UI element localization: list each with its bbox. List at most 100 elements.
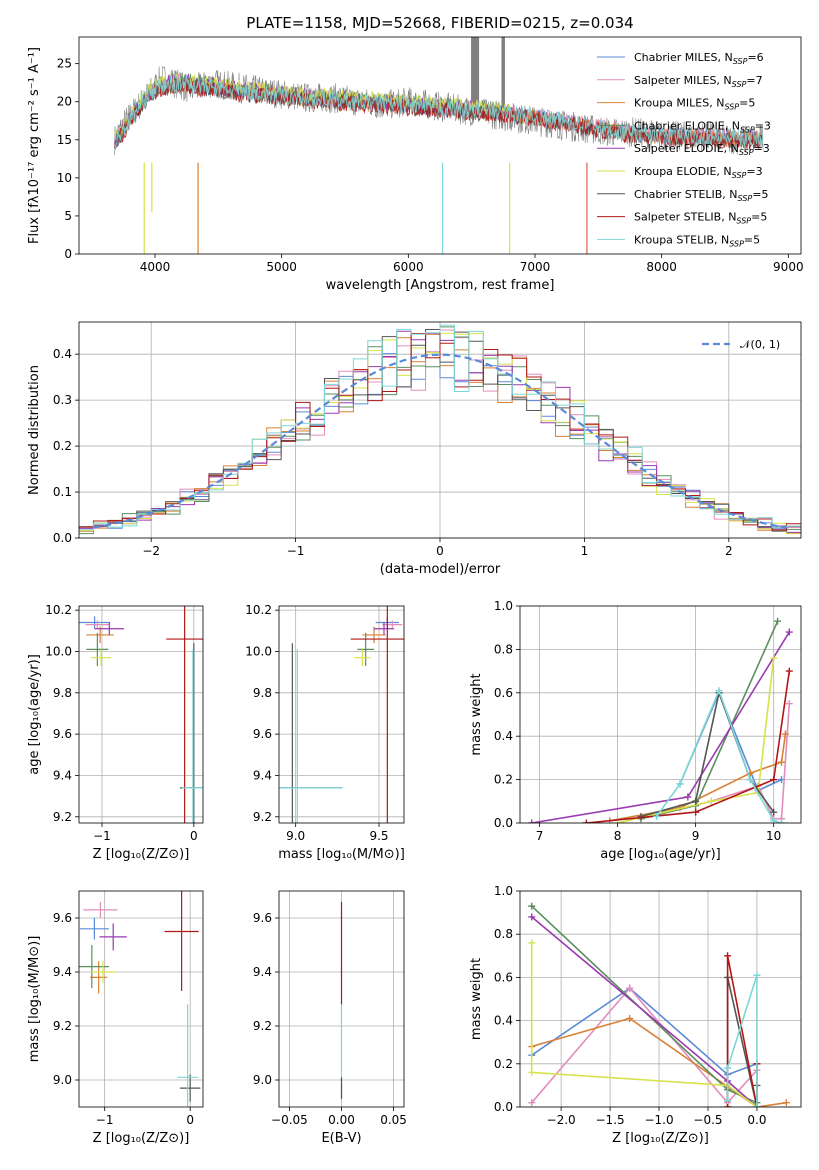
x-tick-label: 0	[436, 544, 444, 558]
y-tick-label: 0.2	[494, 1057, 513, 1071]
y-tick-label: 0.4	[53, 347, 72, 361]
data-point-marker	[753, 971, 761, 979]
x-tick-label: 0.05	[380, 1113, 407, 1127]
legend-label: Kroupa STELIB, NSSP=5	[634, 233, 760, 248]
data-point-marker	[528, 1099, 536, 1107]
data-point-marker	[692, 797, 700, 805]
plot-area	[528, 902, 790, 1107]
x-axis-label: Z [log₁₀(Z/Z⊙)]	[93, 847, 190, 862]
data-point-marker	[676, 780, 684, 788]
x-axis-label: (data-model)/error	[380, 562, 501, 577]
series-line	[114, 74, 764, 151]
y-tick-label: 9.0	[253, 1073, 272, 1087]
y-tick-label: 0.6	[494, 970, 513, 984]
y-tick-label: 9.6	[253, 727, 272, 741]
y-tick-label: 9.4	[253, 768, 272, 782]
y-tick-label: 0.6	[494, 686, 513, 700]
legend-label: 𝒩(0, 1)	[740, 338, 780, 351]
x-axis-label: Z [log₁₀(Z/Z⊙)]	[612, 1131, 709, 1146]
panel-spectrum: 4000 5000 6000 7000 8000 9000 0 5 10 15 20 25 wavele…	[27, 36, 804, 293]
panel-ebv: −0.05 0.00 0.05 9.0 9.2 9.4 9.6 E(B-V)	[253, 890, 407, 1146]
legend-label: Salpeter STELIB, NSSP=5	[634, 211, 767, 226]
y-tick-label: 9.8	[53, 686, 72, 700]
x-axis-label: wavelength [Angstrom, rest frame]	[326, 278, 555, 293]
y-tick-label: 10.0	[245, 644, 272, 658]
y-tick-label: 1.0	[494, 599, 513, 613]
plot-area	[279, 606, 404, 823]
series-line	[586, 670, 791, 823]
data-point-marker	[724, 952, 732, 960]
x-tick-label: −0.05	[271, 1113, 308, 1127]
x-tick-label: 0.0	[747, 1113, 766, 1127]
data-point-marker	[724, 1064, 732, 1072]
plot-area	[79, 891, 201, 1107]
x-tick-label: 5000	[266, 260, 297, 274]
y-tick-label: 0.1	[53, 485, 72, 499]
y-tick-label: 10.2	[45, 603, 72, 617]
plot-area	[114, 37, 764, 254]
axes-frame	[78, 36, 802, 255]
y-tick-label: 9.6	[53, 911, 72, 925]
x-tick-label: 7000	[520, 260, 551, 274]
panel-mass-vs-Z: −1 0 9.0 9.2 9.4 9.6 Z [log₁₀(Z/Z⊙)] mass [log₁…	[27, 890, 204, 1146]
y-tick-label: 25	[57, 57, 72, 71]
y-axis-label: mass weight	[469, 673, 484, 755]
y-tick-label: 9.2	[253, 1019, 272, 1033]
y-tick-label: 0.8	[494, 642, 513, 656]
x-tick-label: 6000	[393, 260, 424, 274]
y-tick-label: 0.0	[53, 531, 72, 545]
data-point-marker	[528, 913, 536, 921]
data-point-marker	[637, 812, 645, 820]
y-tick-label: 15	[57, 133, 72, 147]
axes-frame	[519, 890, 802, 1108]
y-tick-label: 0.3	[53, 393, 72, 407]
axes-frame	[78, 890, 204, 1108]
panel-age-vs-mass: 9.0 9.5 9.2 9.4 9.6 9.8 10.0 10.2 mass [log₁₀(M/…	[245, 603, 404, 862]
y-tick-label: 0	[64, 247, 72, 261]
data-point-marker	[692, 808, 700, 816]
legend: 𝒩(0, 1)	[702, 338, 780, 351]
series-line	[640, 689, 775, 818]
x-tick-label: −2.0	[547, 1113, 576, 1127]
x-tick-label: 1	[581, 544, 589, 558]
y-tick-label: 9.0	[53, 1073, 72, 1087]
legend-label: Chabrier STELIB, NSSP=5	[634, 188, 768, 203]
data-point-marker	[528, 1068, 536, 1076]
y-tick-label: 0.0	[494, 816, 513, 830]
data-point-marker	[653, 812, 661, 820]
x-tick-label: 8000	[646, 260, 677, 274]
y-tick-label: 9.4	[53, 768, 72, 782]
x-tick-label: 2	[725, 544, 733, 558]
x-tick-label: −1.5	[596, 1113, 625, 1127]
x-tick-label: 10	[766, 829, 781, 843]
x-tick-label: 4000	[140, 260, 171, 274]
data-point-marker	[782, 1099, 790, 1107]
y-axis-label: Normed distribution	[27, 365, 42, 495]
y-tick-label: 0.4	[494, 729, 513, 743]
data-point-marker	[724, 1103, 732, 1107]
data-point-marker	[724, 1097, 732, 1105]
data-point-marker	[715, 687, 723, 695]
x-tick-label: −1	[287, 544, 305, 558]
data-point-marker	[746, 776, 754, 784]
data-point-marker	[770, 654, 778, 662]
data-point-marker	[626, 1014, 634, 1022]
y-tick-label: 0.8	[494, 927, 513, 941]
data-point-marker	[777, 819, 785, 823]
y-axis-label: mass [log₁₀(M/M⊙)]	[27, 936, 42, 1063]
data-point-marker	[684, 793, 692, 801]
y-tick-label: 10.2	[245, 603, 272, 617]
data-point-marker	[770, 808, 778, 816]
legend-label: Salpeter MILES, NSSP=7	[634, 74, 763, 89]
data-point-marker	[781, 730, 789, 738]
legend-label: Chabrier MILES, NSSP=6	[634, 51, 764, 66]
y-tick-label: 20	[57, 95, 72, 109]
y-tick-label: 0.0	[494, 1100, 513, 1114]
y-tick-label: 10.0	[45, 644, 72, 658]
y-tick-label: 9.6	[253, 911, 272, 925]
x-tick-label: 9000	[773, 260, 804, 274]
series-line	[531, 1017, 787, 1107]
x-tick-label: −1	[96, 1113, 114, 1127]
x-tick-label: 8	[614, 829, 622, 843]
